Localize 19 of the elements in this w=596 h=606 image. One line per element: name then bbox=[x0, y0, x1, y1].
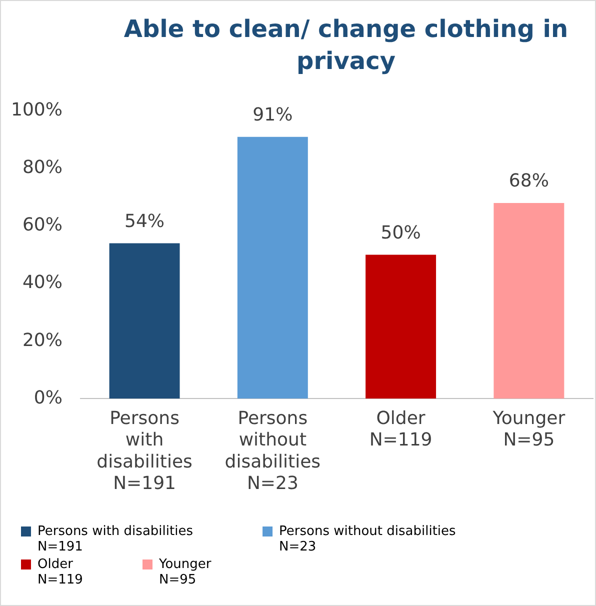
x-tick-label: Persons with disabilities N=191 bbox=[96, 408, 192, 494]
chart-title: Able to clean/ change clothing in privacy bbox=[122, 14, 570, 77]
data-label: 54% bbox=[124, 210, 165, 232]
data-label: 50% bbox=[380, 222, 421, 244]
y-tick-label: 0% bbox=[34, 387, 62, 408]
legend-label: Persons without disabilities N=23 bbox=[279, 524, 456, 554]
y-tick-label: 100% bbox=[10, 100, 62, 121]
x-tick-label: Younger N=95 bbox=[492, 408, 566, 451]
y-tick-label: 20% bbox=[22, 330, 62, 351]
y-tick-label: 80% bbox=[22, 157, 62, 178]
legend-label: Older N=119 bbox=[38, 556, 83, 588]
y-tick-label: 40% bbox=[22, 272, 62, 294]
legend-label: Younger N=95 bbox=[158, 556, 212, 588]
y-tick-label: 60% bbox=[22, 214, 62, 236]
data-label: 68% bbox=[508, 170, 549, 192]
x-tick-label: Older N=119 bbox=[369, 408, 432, 451]
data-label: 91% bbox=[252, 104, 293, 126]
x-tick-label: Persons without disabilities N=23 bbox=[224, 408, 321, 494]
legend-label: Persons with disabilities N=191 bbox=[38, 524, 194, 554]
